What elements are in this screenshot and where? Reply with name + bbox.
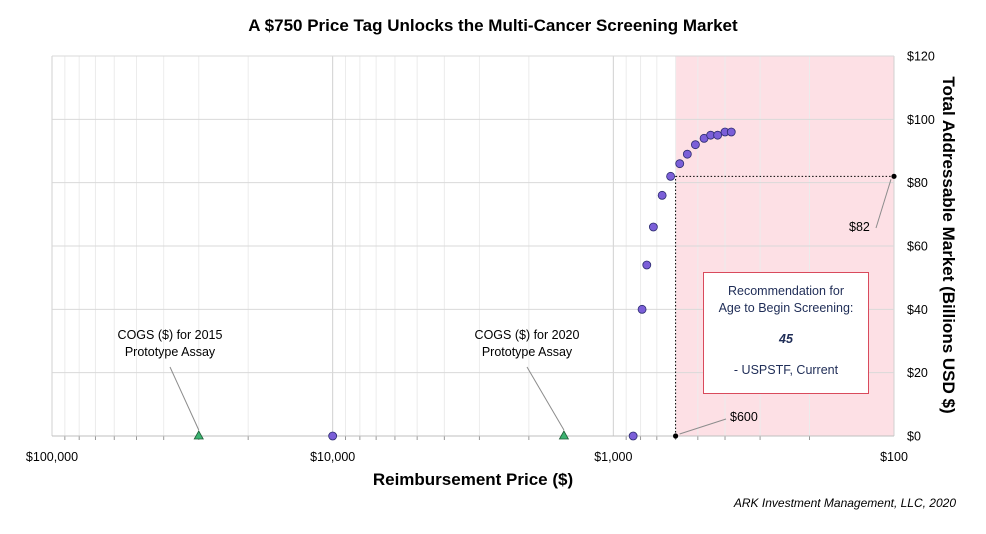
data-point	[328, 431, 338, 441]
cogs-2020-line1: COGS ($) for 2020	[474, 328, 580, 342]
cogs-2015-line1: COGS ($) for 2015	[117, 328, 223, 342]
cogs-2020-leader	[526, 366, 565, 431]
data-point	[682, 149, 692, 159]
chart-title: A $750 Price Tag Unlocks the Multi-Cance…	[248, 16, 738, 35]
data-point	[675, 159, 685, 169]
recommendation-source: - USPSTF, Current	[733, 363, 839, 377]
data-point	[642, 260, 652, 270]
gridlines	[51, 55, 895, 440]
y-axis-label: Total Addressable Market (Billions USD $…	[939, 76, 958, 414]
reference-dot	[891, 173, 897, 179]
x-tick-label: $1,000	[594, 450, 632, 464]
recommendation-box: Recommendation for Age to Begin Screenin…	[703, 272, 869, 394]
price-600-label: $600	[730, 410, 758, 424]
data-point	[713, 130, 723, 140]
recommendation-line2: Age to Begin Screening:	[718, 301, 854, 315]
x-tick-label: $100	[880, 450, 908, 464]
reference-lines	[675, 175, 894, 436]
y-tick-label: $60	[907, 240, 928, 254]
cogs-2015-line2: Prototype Assay	[124, 345, 216, 359]
data-point	[648, 222, 658, 232]
tick-labels: $100,000 $10,000 $1,000 $100 $0 $20 $40 $60 $80 $…	[26, 50, 935, 465]
cogs-triangle-marker	[193, 430, 204, 440]
data-point	[628, 431, 638, 441]
cogs-2015-leader	[169, 366, 200, 431]
y-tick-label: $100	[907, 113, 935, 127]
x-tick-label: $10,000	[310, 450, 355, 464]
data-point	[657, 190, 667, 200]
source-credit: ARK Investment Management, LLC, 2020	[733, 496, 956, 510]
data-point	[691, 140, 700, 150]
leader-lines	[169, 179, 892, 435]
recommendation-age: 45	[779, 332, 793, 346]
cogs-triangle-marker	[558, 430, 570, 440]
data-point	[726, 127, 736, 137]
cogs-2015-annotation: COGS ($) for 2015 Prototype Assay	[101, 327, 239, 361]
recommendation-line1: Recommendation for	[727, 284, 845, 298]
data-marks	[193, 127, 897, 441]
y-tick-label: $20	[907, 366, 928, 380]
y-tick-label: $40	[907, 303, 928, 317]
cogs-2020-annotation: COGS ($) for 2020 Prototype Assay	[458, 327, 596, 361]
data-point	[666, 171, 676, 181]
tam-82-label: $82	[849, 220, 870, 234]
y-tick-label: $120	[907, 50, 935, 64]
reference-dot	[672, 433, 679, 439]
x-tick-label: $100,000	[26, 450, 78, 464]
price-600-leader	[679, 418, 727, 435]
tam-82-leader	[875, 179, 892, 229]
y-tick-label: $0	[907, 430, 921, 444]
y-tick-label: $80	[907, 176, 928, 190]
x-axis-label: Reimbursement Price ($)	[372, 470, 574, 489]
cogs-2020-line2: Prototype Assay	[481, 345, 573, 359]
data-point	[637, 304, 647, 314]
